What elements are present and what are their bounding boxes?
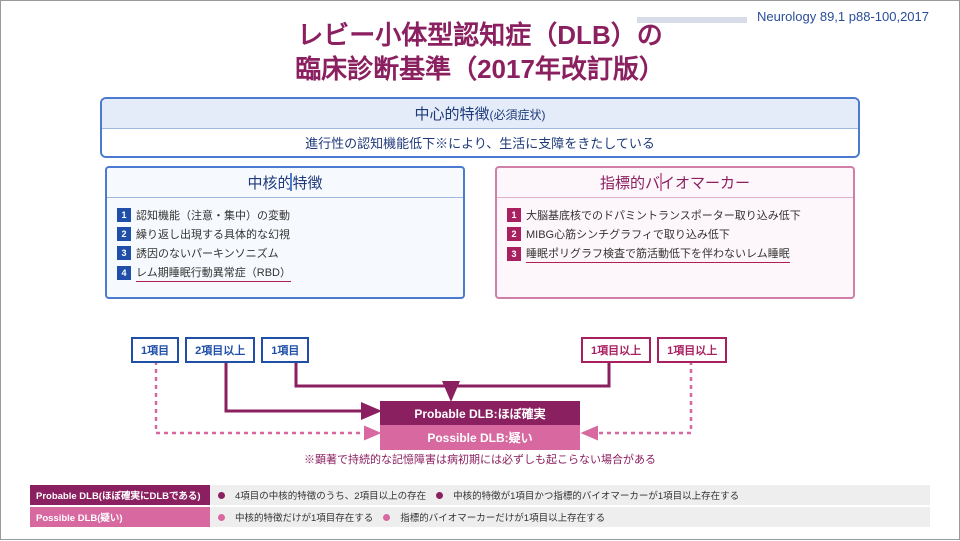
list-item: 1大脳基底核でのドパミントランスポーター取り込み低下 (507, 207, 843, 223)
biomarker-box: 指標的バイオマーカー 1大脳基底核でのドパミントランスポーター取り込み低下2MI… (495, 166, 855, 299)
count-tag: 1項目以上 (581, 337, 651, 363)
page-title: レビー小体型認知症（DLB）の臨床診断基準（2017年改訂版） (1, 19, 959, 87)
count-tag: 1項目以上 (657, 337, 727, 363)
count-tag: 1項目 (261, 337, 309, 363)
list-item: 2繰り返し出現する具体的な幻視 (117, 226, 453, 242)
list-item: 4レム期睡眠行動異常症（RBD） (117, 264, 453, 282)
possible-outcome: Possible DLB:疑い (380, 425, 580, 450)
list-item: 1認知機能（注意・集中）の変動 (117, 207, 453, 223)
probable-outcome: Probable DLB:ほぼ確実 (380, 401, 580, 426)
central-feature-box: 中心的特徴(必須症状) 進行性の認知機能低下※により、生活に支障をきたしている (100, 97, 860, 158)
list-item: 2MIBG心筋シンチグラフィで取り込み低下 (507, 226, 843, 242)
legend-table: Probable DLB(ほぼ確実にDLBである)4項目の中核的特徴のうち、2項… (30, 485, 930, 529)
count-tag: 1項目 (131, 337, 179, 363)
list-item: 3誘因のないパーキンソニズム (117, 245, 453, 261)
tags-left: 1項目2項目以上1項目 (131, 337, 309, 363)
citation: Neurology 89,1 p88-100,2017 (637, 9, 929, 24)
count-tag: 2項目以上 (185, 337, 255, 363)
footnote: ※顕著で持続的な記憶障害は病初期には必ずしも起こらない場合がある (1, 451, 959, 467)
tags-right: 1項目以上1項目以上 (581, 337, 727, 363)
core-features-box: 中核的特徴 1認知機能（注意・集中）の変動2繰り返し出現する具体的な幻視3誘因の… (105, 166, 465, 299)
list-item: 3睡眠ポリグラフ検査で筋活動低下を伴わないレム睡眠 (507, 245, 843, 263)
